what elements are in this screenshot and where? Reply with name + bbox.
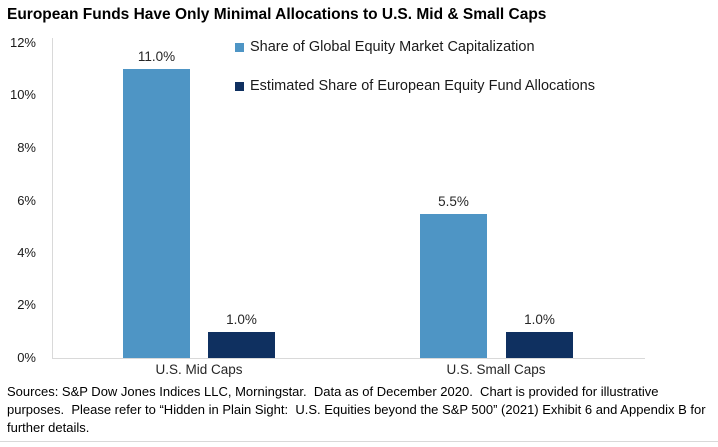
legend-item-market-cap: Share of Global Equity Market Capitaliza… — [235, 38, 535, 56]
bottom-divider — [0, 441, 718, 442]
legend-swatch-icon — [235, 81, 244, 91]
bar-value-label: 11.0% — [137, 49, 176, 65]
bar-value-label: 1.0% — [524, 311, 555, 327]
y-axis-line — [52, 38, 53, 358]
y-tick-label-6: 6% — [17, 193, 36, 208]
legend-label: Estimated Share of European Equity Fund … — [250, 78, 595, 94]
bar-small-caps-fund-allocation — [506, 331, 573, 358]
x-category-label-small-caps: U.S. Small Caps — [446, 362, 546, 377]
plot-area: 11.0% 1.0% 5.5% 1.0% — [52, 43, 645, 358]
bar-value-label: 1.0% — [226, 311, 257, 327]
y-tick-label-8: 8% — [17, 140, 36, 155]
y-tick-label-10: 10% — [9, 87, 36, 102]
legend-item-fund-allocation: Estimated Share of European Equity Fund … — [235, 77, 595, 95]
source-note: Sources: S&P Dow Jones Indices LLC, Morn… — [7, 384, 710, 435]
x-category-label-mid-caps: U.S. Mid Caps — [155, 362, 243, 377]
chart-title: European Funds Have Only Minimal Allocat… — [7, 6, 547, 23]
legend-label: Share of Global Equity Market Capitaliza… — [250, 39, 535, 55]
y-tick-label-2: 2% — [17, 297, 36, 312]
legend-swatch-icon — [235, 42, 244, 52]
bar-value-label: 5.5% — [438, 193, 469, 209]
x-axis-line — [52, 358, 645, 359]
y-tick-label-12: 12% — [9, 35, 36, 50]
bar-small-caps-market-cap — [420, 213, 487, 358]
y-tick-label-0: 0% — [17, 350, 36, 365]
y-tick-label-4: 4% — [17, 245, 36, 260]
bar-mid-caps-market-cap — [123, 69, 190, 358]
bar-mid-caps-fund-allocation — [208, 331, 275, 358]
